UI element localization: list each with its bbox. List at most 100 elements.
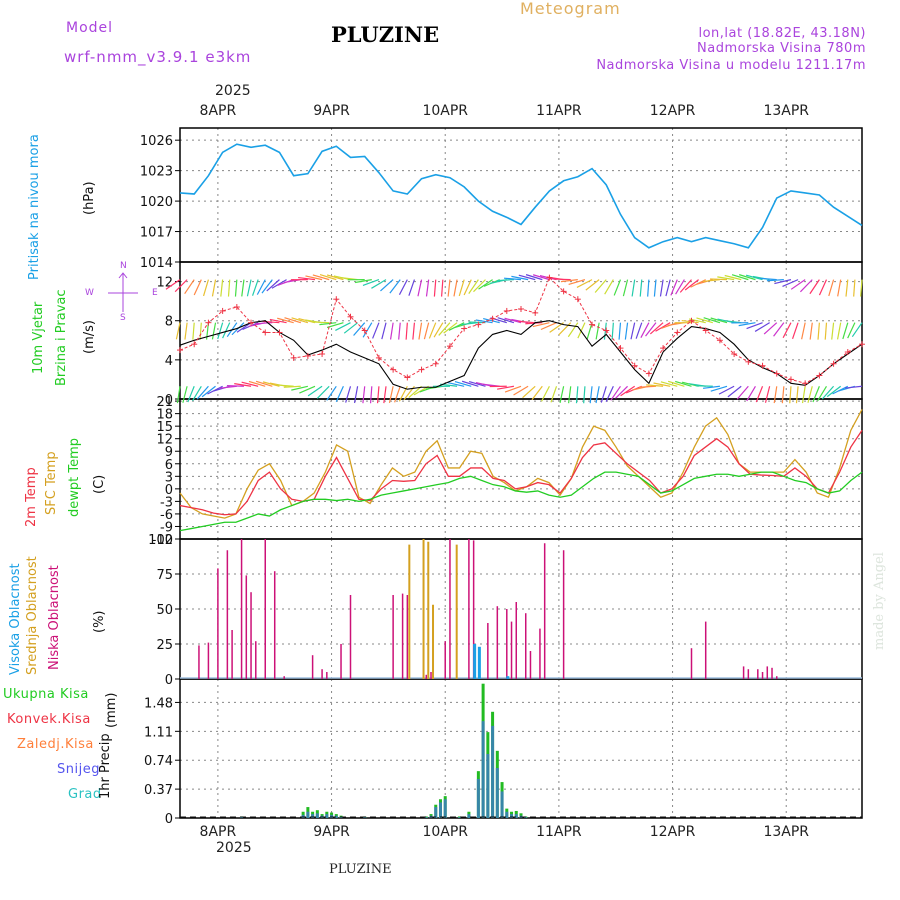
wind-barb: [550, 386, 558, 403]
wind-barb: [600, 386, 607, 403]
wind-barb: [196, 385, 209, 400]
wind-barb: [283, 385, 301, 388]
wind-barb: [659, 279, 664, 297]
wind-barb: [398, 322, 401, 340]
wind-barb: [695, 385, 713, 387]
wind-barb: [412, 322, 416, 340]
wind-barb: [842, 322, 849, 340]
legend-hail: Grad: [68, 787, 102, 802]
y-tick-label: 6: [165, 458, 173, 473]
compass-e: E: [152, 288, 158, 298]
top-year: 2025: [215, 83, 251, 99]
wind-barb: [710, 385, 728, 392]
convective-precip-bar: [315, 813, 319, 818]
wind-barb: [675, 380, 692, 387]
y-tick-label: 1026: [140, 134, 173, 149]
wind-barb: [586, 322, 593, 340]
wind-barb: [809, 322, 813, 340]
wind-barb: [326, 322, 344, 329]
wind-barb: [774, 279, 792, 285]
convective-precip-bar: [514, 814, 518, 818]
wind-barb: [809, 279, 820, 295]
wind-barb: [736, 385, 749, 400]
y-tick-label: 1.48: [144, 696, 173, 711]
wind-barb: [568, 279, 586, 286]
wind-barb: [383, 386, 387, 404]
wind-barb: [326, 385, 337, 401]
wind-barb: [425, 279, 430, 297]
wind-barb: [807, 386, 813, 403]
convective-precip-bar: [334, 815, 338, 818]
legend-snow: Snijeg: [57, 762, 100, 777]
y-tick-label: 0: [165, 673, 173, 688]
wind-barb: [595, 322, 600, 340]
wind-barb: [277, 317, 294, 324]
wind-barb: [631, 279, 636, 297]
wind-barb: [454, 380, 472, 387]
convective-precip-bar: [443, 799, 447, 818]
wind-barb: [335, 386, 344, 402]
wind-barb: [199, 322, 202, 340]
wind-barb: [583, 386, 586, 404]
wind-barb: [703, 317, 721, 324]
wind-barb: [589, 386, 593, 404]
wind-barb: [231, 322, 245, 336]
wind-barb: [696, 317, 713, 324]
wind-barb: [372, 322, 380, 339]
model-elevation: Nadmorska Visina u modelu 1211.17m: [596, 58, 866, 73]
wind-barb: [837, 279, 842, 297]
wind-barb: [826, 385, 842, 398]
wind-barb: [497, 385, 514, 390]
y-tick-label: 0: [165, 483, 173, 498]
wind-barb: [343, 322, 358, 334]
y-tick-label: 1014: [140, 256, 173, 271]
wind-barb: [447, 279, 451, 297]
wind-barb: [475, 319, 493, 324]
wind-barb: [667, 380, 685, 387]
page-title: PLUZINE: [331, 22, 440, 47]
wind-barb: [836, 322, 842, 340]
wind-barb: [380, 279, 394, 292]
wind-barb: [496, 279, 514, 282]
bottom-day-label: 8APR: [200, 824, 237, 840]
wind-barb: [418, 322, 423, 340]
wind-barb: [684, 279, 699, 291]
convective-precip-bar: [301, 814, 305, 818]
wind-barb: [447, 381, 465, 387]
wind-barb: [251, 279, 259, 296]
wind-barb: [790, 279, 806, 290]
y-tick-label: 1020: [140, 195, 173, 210]
wind-barb: [845, 385, 863, 389]
wind-barb: [558, 322, 572, 336]
bottom-day-label: 11APR: [536, 824, 582, 840]
top-day-label: 12APR: [650, 103, 696, 119]
wind-barb: [319, 274, 337, 281]
wind-barb: [541, 386, 550, 402]
wind-barb: [219, 385, 237, 389]
wind-barb: [433, 322, 444, 338]
wind-barb: [298, 276, 316, 281]
wind-barb: [371, 279, 387, 289]
wind-barb: [764, 386, 771, 403]
wind-barb: [639, 279, 643, 297]
subtitle: Meteogram: [520, 0, 621, 18]
y-tick-label: 0: [165, 812, 173, 827]
wind-barb: [817, 385, 827, 402]
wind-barb: [433, 279, 437, 297]
convective-precip-bar: [457, 817, 461, 818]
convective-precip-bar: [363, 817, 367, 818]
wind-barb: [738, 322, 756, 327]
wind-barb: [362, 386, 366, 404]
wind-barb: [755, 386, 764, 403]
wind-barb: [620, 385, 636, 397]
wind-barb: [622, 279, 629, 297]
wind-barb: [398, 279, 408, 295]
wind-barb: [525, 274, 543, 281]
footer-title: PLUZINE: [329, 862, 392, 877]
wind-barb: [458, 279, 465, 297]
y-tick-label: 0.37: [144, 783, 173, 798]
wind-barb: [184, 279, 195, 295]
wind-barb: [262, 320, 280, 324]
wind-barb: [635, 322, 643, 339]
